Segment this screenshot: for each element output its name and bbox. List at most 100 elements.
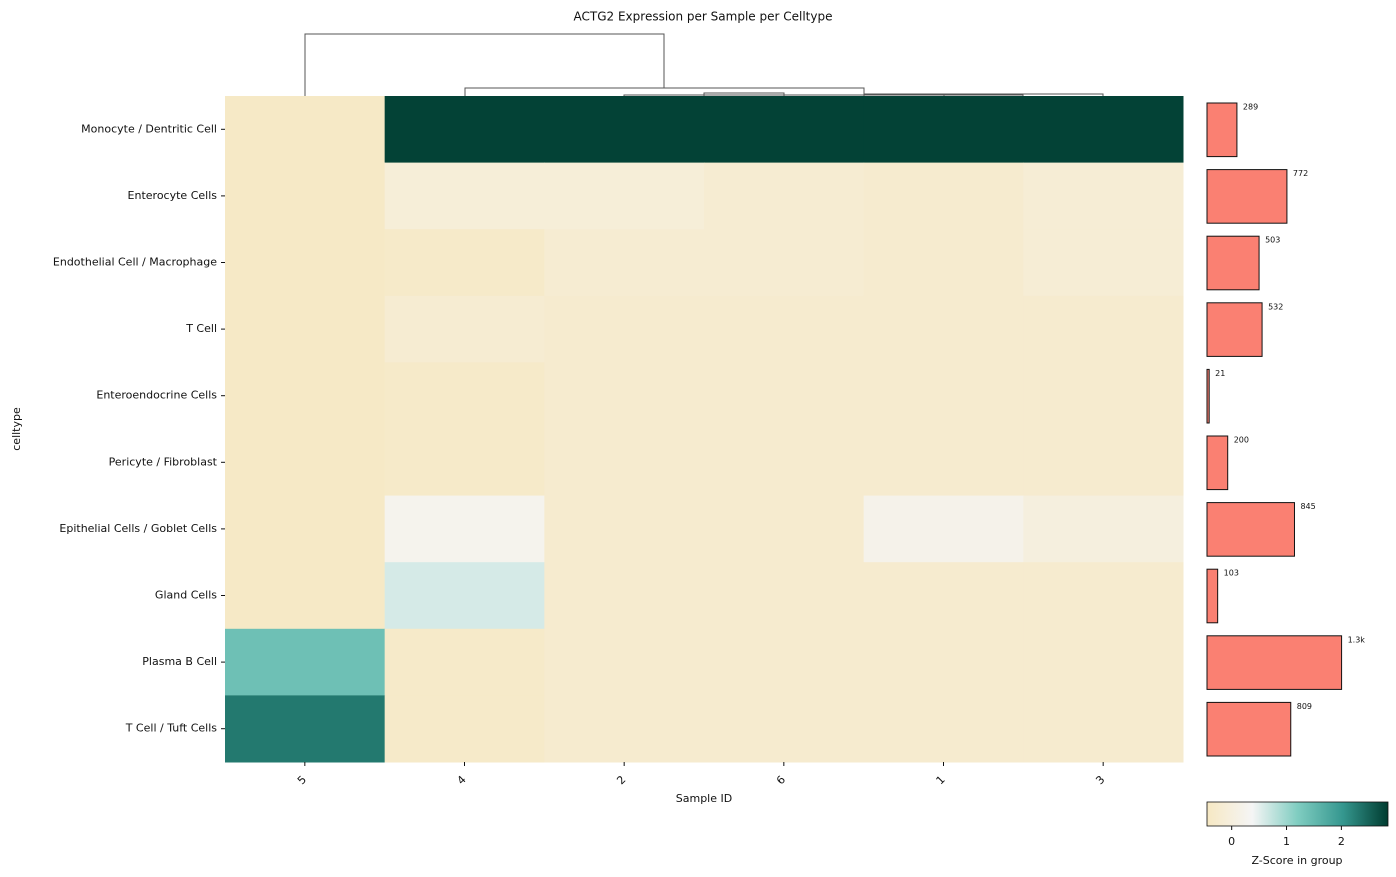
heatmap-cell <box>225 495 386 563</box>
x-tick-label: 2 <box>614 773 628 787</box>
heatmap-cell <box>704 495 865 563</box>
heatmap-cell <box>544 229 705 297</box>
bar-value-label: 1.3k <box>1348 635 1366 644</box>
heatmap-cell <box>704 295 865 363</box>
heatmap-cell <box>384 495 545 563</box>
y-tick-label: Enterocyte Cells <box>128 189 218 202</box>
y-tick-label: Epithelial Cells / Goblet Cells <box>59 522 217 535</box>
chart-title: ACTG2 Expression per Sample per Celltype <box>574 10 833 24</box>
heatmap-cell <box>1023 695 1184 763</box>
bar <box>1206 502 1295 557</box>
y-axis-label: celltype <box>10 407 23 451</box>
bar <box>1206 368 1210 424</box>
heatmap-cell <box>225 562 386 630</box>
bar <box>1206 102 1238 158</box>
bar <box>1206 302 1263 357</box>
heatmap-cell <box>544 96 705 164</box>
x-axis-label: Sample ID <box>676 792 732 805</box>
x-tick-label: 4 <box>455 773 469 787</box>
heatmap-cell <box>704 628 865 696</box>
colorbar-label: Z-Score in group <box>1251 854 1342 867</box>
bar-value-label: 200 <box>1234 436 1249 445</box>
heatmap-cell <box>225 362 386 430</box>
heatmap-cell <box>384 562 545 630</box>
bar-value-label: 103 <box>1224 569 1239 578</box>
heatmap-cell <box>863 229 1024 297</box>
heatmap-cell <box>1023 229 1184 297</box>
bar <box>1206 435 1229 491</box>
heatmap-cell <box>544 429 705 497</box>
heatmap-cell <box>704 429 865 497</box>
y-tick-label: Gland Cells <box>155 589 217 602</box>
bar-value-label: 772 <box>1293 169 1308 178</box>
heatmap-cell <box>1023 628 1184 696</box>
y-tick-label: Enteroendocrine Cells <box>96 389 217 402</box>
heatmap-cell <box>384 628 545 696</box>
heatmap-cell <box>544 362 705 430</box>
heatmap-cell <box>384 229 545 297</box>
heatmap-cell <box>384 162 545 230</box>
bar <box>1206 701 1292 757</box>
heatmap-cell <box>863 162 1024 230</box>
heatmap-cell <box>863 495 1024 563</box>
bar <box>1206 235 1260 291</box>
heatmap-cell <box>225 295 386 363</box>
heatmap-cell <box>544 295 705 363</box>
bar <box>1206 568 1219 624</box>
bar <box>1206 169 1288 224</box>
x-tick-label: 5 <box>295 773 309 787</box>
heatmap-cell <box>225 162 386 230</box>
colorbar <box>1206 801 1389 827</box>
y-tick-label: T Cell <box>185 322 217 335</box>
heatmap-cell <box>863 96 1024 164</box>
heatmap-cell <box>704 229 865 297</box>
heatmap-cell <box>704 96 865 164</box>
heatmap-cell <box>863 628 1024 696</box>
y-tick-label: Plasma B Cell <box>142 655 217 668</box>
heatmap-cell <box>544 495 705 563</box>
y-tick-label: T Cell / Tuft Cells <box>125 722 218 735</box>
heatmap-cell <box>544 628 705 696</box>
bar-value-label: 845 <box>1300 502 1315 511</box>
heatmap-cell <box>1023 562 1184 630</box>
heatmap-cell <box>225 229 386 297</box>
bar <box>1206 635 1343 690</box>
heatmap-cell <box>704 362 865 430</box>
heatmap-cell <box>384 429 545 497</box>
heatmap-cell <box>225 695 386 763</box>
heatmap-cell <box>863 295 1024 363</box>
heatmap-cell <box>1023 362 1184 430</box>
heatmap-cell <box>863 695 1024 763</box>
x-tick-label: 6 <box>774 773 788 787</box>
heatmap-cell <box>704 695 865 763</box>
heatmap-cell <box>384 695 545 763</box>
heatmap-cell <box>225 429 386 497</box>
heatmap-cell <box>863 362 1024 430</box>
heatmap-cell <box>1023 295 1184 363</box>
heatmap-cell <box>1023 495 1184 563</box>
heatmap-cell <box>704 162 865 230</box>
bar-value-label: 21 <box>1215 369 1225 378</box>
heatmap-cell <box>225 628 386 696</box>
y-tick-label: Monocyte / Dentritic Cell <box>81 122 217 135</box>
heatmap-cell <box>1023 96 1184 164</box>
dendrogram <box>304 33 1104 96</box>
heatmap-cell <box>544 562 705 630</box>
x-tick-label: 3 <box>1093 773 1107 787</box>
heatmap-cell <box>704 562 865 630</box>
heatmap-cell <box>384 295 545 363</box>
bar-value-label: 503 <box>1265 236 1280 245</box>
bar-value-label: 289 <box>1243 103 1258 112</box>
colorbar-tick-label: 0 <box>1228 835 1235 848</box>
heatmap-cell <box>384 96 545 164</box>
heatmap-cell <box>544 162 705 230</box>
bar-value-label: 809 <box>1297 702 1312 711</box>
heatmap-cell <box>1023 429 1184 497</box>
colorbar-tick-label: 1 <box>1283 835 1290 848</box>
heatmap-cell <box>863 562 1024 630</box>
heatmap-cell <box>1023 162 1184 230</box>
heatmap-cell <box>384 362 545 430</box>
heatmap-cell <box>544 695 705 763</box>
x-tick-label: 1 <box>934 773 948 787</box>
